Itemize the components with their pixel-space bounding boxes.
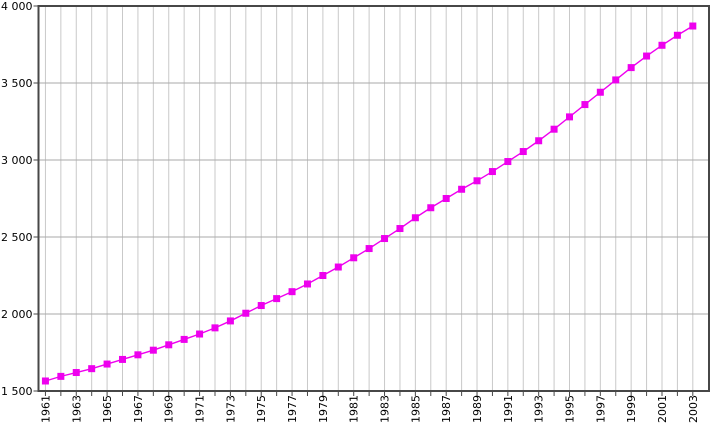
x-tick-label: 1981 xyxy=(348,395,361,423)
x-tick-label: 1999 xyxy=(625,395,638,423)
x-tick-label: 1977 xyxy=(286,395,299,423)
data-point-1979 xyxy=(319,272,327,279)
data-point-1982 xyxy=(365,245,373,253)
x-tick-label: 1973 xyxy=(224,395,237,423)
x-tick-label: 2003 xyxy=(687,395,700,423)
data-point-1985 xyxy=(411,214,419,222)
x-tick-label: 1997 xyxy=(594,395,607,423)
plot-frame xyxy=(37,5,710,392)
y-tick-label: 3 500 xyxy=(1,77,33,90)
data-point-1968 xyxy=(149,346,157,354)
x-tick-label: 1971 xyxy=(194,395,207,423)
data-point-1984 xyxy=(396,225,404,233)
x-tick-label: 1969 xyxy=(163,395,176,423)
data-point-1990 xyxy=(488,168,496,176)
data-point-2002 xyxy=(673,31,681,39)
data-point-1976 xyxy=(273,295,281,303)
x-tick-label: 1979 xyxy=(317,395,330,423)
data-point-1980 xyxy=(334,263,342,271)
data-point-1963 xyxy=(72,369,80,377)
x-tick-label: 1967 xyxy=(132,395,145,423)
data-point-1961 xyxy=(41,377,49,385)
data-point-1983 xyxy=(381,235,389,243)
data-point-1981 xyxy=(350,254,358,262)
data-point-1977 xyxy=(288,288,296,296)
data-point-1995 xyxy=(566,113,574,121)
x-tick-label: 1963 xyxy=(70,395,83,423)
data-point-1972 xyxy=(211,324,219,332)
data-point-2003 xyxy=(689,22,697,30)
data-point-1998 xyxy=(612,76,620,84)
data-point-1975 xyxy=(257,302,265,310)
x-tick-label: 1961 xyxy=(39,395,52,423)
data-point-1971 xyxy=(196,330,204,338)
x-tick-label: 1991 xyxy=(502,395,515,423)
data-point-1962 xyxy=(57,372,65,380)
data-point-1965 xyxy=(103,360,111,368)
data-point-1989 xyxy=(473,177,481,185)
data-point-2000 xyxy=(643,52,651,60)
x-tick-label: 1983 xyxy=(379,395,392,423)
data-point-1993 xyxy=(535,137,543,145)
data-point-1974 xyxy=(242,309,250,317)
x-tick-label: 1975 xyxy=(255,395,268,423)
data-point-1978 xyxy=(303,280,311,288)
data-point-1988 xyxy=(458,185,466,193)
data-point-1969 xyxy=(165,341,173,349)
data-point-1966 xyxy=(119,355,127,363)
x-tick-label: 2001 xyxy=(656,395,669,423)
data-point-1987 xyxy=(442,195,450,202)
data-point-1964 xyxy=(88,365,96,373)
data-point-1992 xyxy=(519,148,527,156)
data-point-1973 xyxy=(226,317,234,325)
x-tick-label: 1987 xyxy=(440,395,453,423)
data-point-2001 xyxy=(658,41,666,49)
data-point-1996 xyxy=(581,101,589,109)
data-point-1991 xyxy=(504,158,512,166)
y-tick-label: 3 000 xyxy=(1,154,33,167)
y-tick-label: 2 500 xyxy=(1,231,33,244)
y-tick-label: 2 000 xyxy=(1,308,33,321)
data-point-1967 xyxy=(134,351,142,359)
x-tick-label: 1965 xyxy=(101,395,114,423)
x-tick-label: 1993 xyxy=(533,395,546,423)
data-point-1997 xyxy=(596,88,604,96)
x-tick-label: 1989 xyxy=(471,395,484,423)
data-point-1994 xyxy=(550,125,558,133)
y-tick-label: 4 000 xyxy=(1,0,33,13)
x-tick-label: 1985 xyxy=(409,395,422,423)
data-point-1970 xyxy=(180,335,188,343)
y-tick-label: 1 500 xyxy=(1,385,33,398)
x-tick-label: 1995 xyxy=(564,395,577,423)
data-point-1986 xyxy=(427,204,435,212)
data-point-1999 xyxy=(627,64,635,72)
